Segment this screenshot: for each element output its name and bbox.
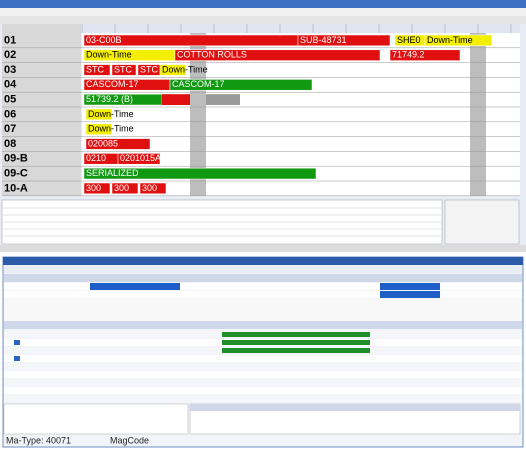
bar-label: CASCOM-17 (86, 79, 139, 89)
row-header-column (2, 24, 81, 196)
gantt-bar (162, 94, 190, 105)
row-marker (14, 356, 20, 361)
bar-label: 71749.2 (392, 50, 425, 60)
progress-bar (222, 340, 370, 345)
panel-left (3, 403, 189, 435)
gantt-bar (83, 64, 111, 76)
row-label: 07 (4, 123, 16, 135)
gantt: 01 02 03 04 05 06 07 08 09-B 09-C 10-A 03-C00B SUB-4… (2, 24, 520, 197)
title-bar (3, 257, 523, 265)
detail-panel (444, 199, 520, 245)
table-row (4, 283, 522, 290)
title-bar (0, 0, 526, 8)
status-bar (0, 245, 526, 252)
bar-label: SERIALIZED (86, 168, 139, 178)
gantt-bar (83, 167, 317, 180)
row-label: 04 (4, 79, 17, 91)
gantt-bar (139, 182, 167, 195)
row-label: 03 (4, 64, 16, 76)
row-marker (14, 340, 20, 345)
gantt-bar (174, 49, 381, 61)
table-row (4, 371, 522, 378)
timeline-header (82, 24, 520, 33)
bar-label: STC (86, 64, 105, 74)
detail-rows (3, 207, 441, 237)
bar-label: 0210 (86, 153, 106, 163)
panel-header (190, 404, 520, 411)
gantt-bar (169, 79, 313, 91)
nonwork-band (470, 33, 486, 196)
bar-label: COTTON ROLLS (177, 50, 247, 60)
progress-bar (222, 348, 370, 353)
bar-label: 0201015A (120, 153, 161, 163)
gantt-bar (85, 138, 151, 150)
status-right: MagCode (110, 435, 149, 445)
toolbar (0, 16, 526, 24)
gantt-bar (85, 108, 113, 121)
bar-label: Down-Time (427, 35, 473, 45)
row-label: 09-C (4, 168, 28, 180)
nonwork-band (190, 33, 206, 196)
gantt-bar (424, 34, 493, 47)
status-left: Ma-Type: 40071 (6, 435, 71, 445)
table-row (4, 395, 522, 402)
gantt-bar (111, 64, 137, 76)
table-row (4, 387, 522, 394)
row-label: 02 (4, 49, 16, 61)
bar-label: Down-Time (88, 109, 134, 119)
row-label: 10-A (4, 182, 28, 194)
table-row (4, 379, 522, 386)
bar-label: STC (114, 64, 133, 74)
bar-label: Down-Time (162, 64, 208, 74)
bar-label: SUB-48731 (300, 35, 347, 45)
toolbar (4, 265, 522, 273)
bar-label: 300 (142, 183, 157, 193)
table-row (4, 355, 522, 362)
gantt-bar (206, 94, 240, 105)
table-header (4, 274, 522, 282)
bar-label: 51739.2 (B) (86, 94, 133, 104)
row-label: 05 (4, 94, 16, 106)
table-row (4, 291, 522, 298)
bar-label: STC (140, 64, 159, 74)
gantt-bar (83, 182, 111, 195)
gantt-bar (297, 34, 391, 47)
progress-bar (222, 332, 370, 337)
bar-label: SHE0 (397, 35, 421, 45)
table-header (4, 321, 522, 329)
bar-label: 300 (114, 183, 129, 193)
gantt-bar (111, 182, 139, 195)
bar-label: Down-Time (86, 50, 132, 60)
selected-cell (380, 283, 440, 290)
gantt-bar (117, 153, 161, 165)
table-row (4, 363, 522, 370)
gantt-bar (389, 49, 461, 61)
row-label: 06 (4, 108, 16, 120)
bar-label: Down-Time (88, 124, 134, 134)
bar-label: 03-C00B (86, 35, 122, 45)
menu-bar (0, 8, 526, 16)
row-label: 01 (4, 34, 16, 46)
bar-label: CASCOM-17 (172, 79, 225, 89)
progress-rows (4, 331, 522, 402)
selected-cell (380, 291, 440, 298)
gantt-bar (85, 123, 113, 135)
bar-label: 020085 (88, 138, 118, 148)
row-label: 08 (4, 138, 16, 150)
row-label: 09-B (4, 153, 28, 165)
empty-area (4, 299, 522, 321)
gantt-bar (159, 64, 187, 76)
selected-cell (90, 283, 180, 290)
bar-label: 300 (86, 183, 101, 193)
